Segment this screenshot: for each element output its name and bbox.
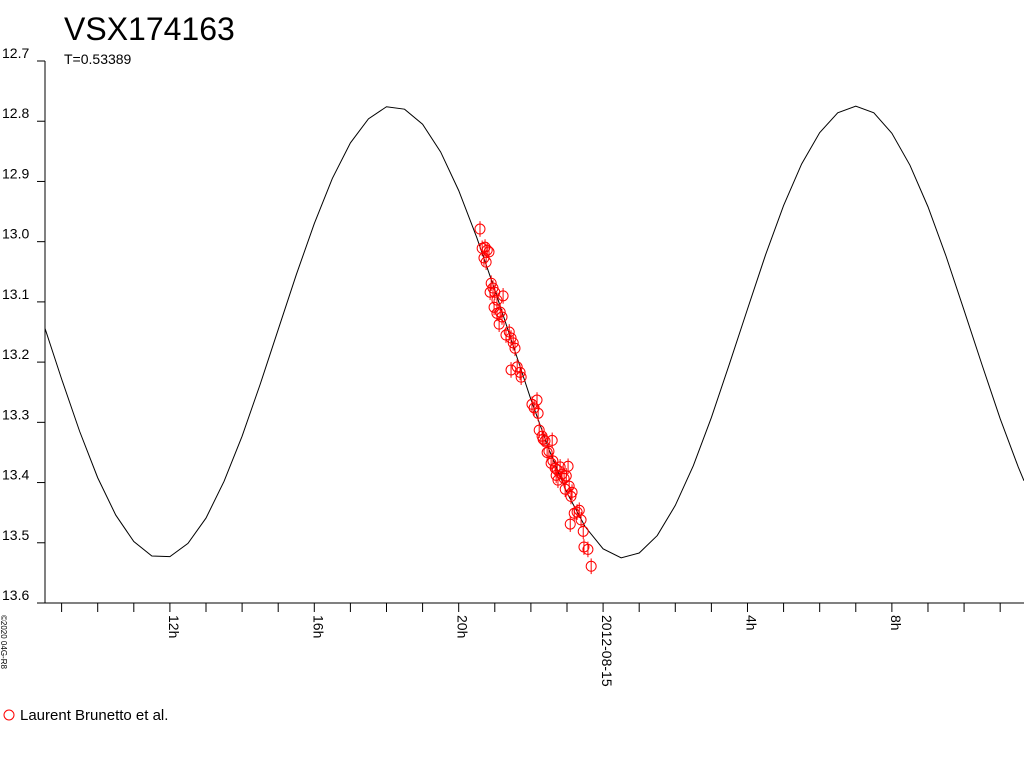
y-tick-label: 13.5	[2, 527, 29, 543]
data-point	[546, 434, 558, 446]
x-tick-label: 8h	[888, 615, 904, 631]
data-point	[533, 424, 545, 436]
data-point	[514, 366, 526, 378]
data-point	[543, 445, 555, 457]
x-tick-label: 12h	[166, 615, 182, 638]
x-tick-label: 2012-08-15	[599, 615, 615, 687]
data-point	[539, 435, 551, 447]
data-point	[564, 518, 576, 530]
data-point	[496, 311, 508, 323]
data-point	[563, 480, 575, 492]
data-point	[547, 455, 559, 467]
data-point	[503, 326, 515, 338]
data-point	[493, 318, 505, 330]
data-point	[559, 483, 571, 495]
data-point	[566, 486, 578, 498]
y-tick-label: 12.7	[2, 45, 29, 61]
data-point	[562, 460, 574, 472]
data-point	[577, 525, 589, 537]
data-point	[550, 469, 562, 481]
plot-area	[45, 105, 1024, 575]
x-tick-label: 16h	[310, 615, 326, 638]
data-point	[515, 371, 527, 383]
data-point	[537, 433, 549, 445]
model-curve	[45, 105, 1024, 559]
legend: Laurent Brunetto et al.	[3, 707, 168, 724]
data-point	[480, 256, 492, 268]
y-tick-label: 13.3	[2, 406, 29, 422]
y-tick-label: 13.2	[2, 346, 29, 362]
y-tick-label: 13.4	[2, 467, 29, 483]
data-point	[509, 342, 521, 354]
data-point	[552, 474, 564, 486]
legend-label: Laurent Brunetto et al.	[20, 707, 168, 724]
data-point	[474, 223, 486, 235]
data-point	[494, 306, 506, 318]
data-point	[491, 294, 503, 306]
data-point	[507, 337, 519, 349]
y-tick-label: 13.0	[2, 226, 29, 242]
data-point	[541, 446, 553, 458]
data-point	[565, 490, 577, 502]
copyright: ©2020 04G-R8	[0, 615, 8, 669]
x-tick-label: 4h	[743, 615, 759, 631]
data-point	[585, 560, 597, 572]
data-point	[582, 543, 594, 555]
chart-title: VSX174163	[64, 11, 235, 47]
data-point	[531, 394, 543, 406]
y-tick-label: 13.1	[2, 286, 29, 302]
data-point	[505, 332, 517, 344]
data-point	[481, 244, 493, 256]
data-point	[497, 290, 509, 302]
data-point	[528, 402, 540, 414]
y-tick-label: 12.9	[2, 165, 29, 181]
data-point	[532, 407, 544, 419]
data-point	[483, 246, 495, 258]
data-point	[511, 361, 523, 373]
y-tick-label: 13.6	[2, 587, 29, 603]
legend-marker	[3, 709, 15, 721]
y-tick-label: 12.8	[2, 105, 29, 121]
x-tick-label: 20h	[455, 615, 471, 638]
chart-subtitle: T=0.53389	[64, 51, 132, 67]
data-point	[575, 514, 587, 526]
